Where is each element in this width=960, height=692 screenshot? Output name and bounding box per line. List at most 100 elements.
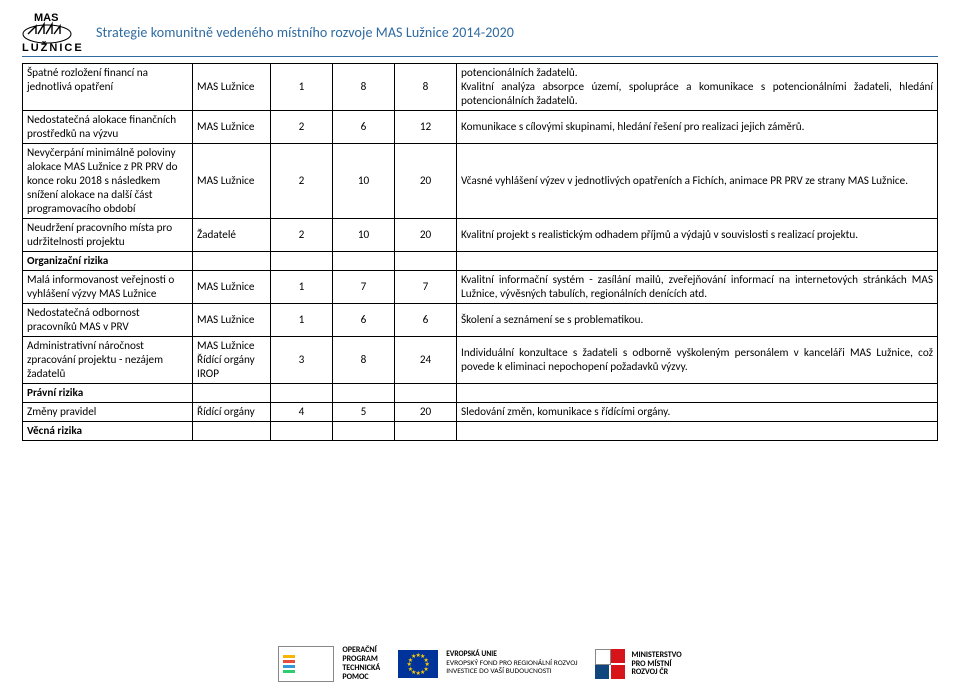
- table-row: Věcná rizika: [23, 422, 938, 441]
- empty-cell: [193, 252, 271, 271]
- eu-block: ★★★★★★★★★★★★ EVROPSKÁ UNIE EVROPSKÝ FOND…: [398, 650, 577, 678]
- owner-cell: MAS Lužnice: [193, 304, 271, 337]
- num-cell: 20: [395, 144, 457, 219]
- empty-cell: [457, 422, 938, 441]
- num-cell: 20: [395, 219, 457, 252]
- empty-cell: [395, 384, 457, 403]
- owner-cell: Řídící orgány: [193, 403, 271, 422]
- page: MAS LUŽNICE Strategie komunitně vedeného…: [0, 0, 960, 692]
- num-cell: 2: [271, 219, 333, 252]
- page-footer: OPERAČNÍ PROGRAM TECHNICKÁ POMOC ★★★★★★★…: [0, 646, 960, 682]
- note-cell: Komunikace s cílovými skupinami, hledání…: [457, 111, 938, 144]
- empty-cell: [271, 422, 333, 441]
- document-title: Strategie komunitně vedeného místního ro…: [96, 24, 514, 41]
- table-row: Administrativní náročnost zpracování pro…: [23, 337, 938, 384]
- eu-line: INVESTICE DO VAŠÍ BUDOUCNOSTI: [446, 668, 577, 677]
- owner-cell: MAS Lužnice: [193, 64, 271, 111]
- num-cell: 20: [395, 403, 457, 422]
- op-logo: [278, 646, 334, 682]
- svg-text:MAS: MAS: [34, 12, 58, 24]
- empty-cell: [333, 252, 395, 271]
- empty-cell: [193, 422, 271, 441]
- num-cell: 1: [271, 64, 333, 111]
- table-row: Malá informovanost veřejnosti o vyhlášen…: [23, 271, 938, 304]
- num-cell: 7: [395, 271, 457, 304]
- owner-cell: MAS Lužnice: [193, 144, 271, 219]
- mmr-line: ROZVOJ ČR: [631, 668, 681, 677]
- desc-cell: Změny pravidel: [23, 403, 193, 422]
- num-cell: 8: [333, 337, 395, 384]
- empty-cell: [333, 422, 395, 441]
- table-row: Špatné rozložení financí na jednotlivá o…: [23, 64, 938, 111]
- op-text: OPERAČNÍ PROGRAM TECHNICKÁ POMOC: [342, 646, 380, 681]
- table-row: Nevyčerpání minimálně poloviny alokace M…: [23, 144, 938, 219]
- table-row: Nedostatečná odbornost pracovníků MAS v …: [23, 304, 938, 337]
- svg-text:LUŽNICE: LUŽNICE: [22, 41, 82, 54]
- empty-cell: [457, 252, 938, 271]
- owner-cell: MAS Lužnice: [193, 271, 271, 304]
- owner-cell: Žadatelé: [193, 219, 271, 252]
- num-cell: 6: [395, 304, 457, 337]
- desc-cell: Špatné rozložení financí na jednotlivá o…: [23, 64, 193, 111]
- num-cell: 6: [333, 111, 395, 144]
- table-row: Neudržení pracovního místa pro udržiteln…: [23, 219, 938, 252]
- document-header: MAS LUŽNICE Strategie komunitně vedeného…: [22, 10, 938, 57]
- num-cell: 10: [333, 219, 395, 252]
- eu-flag-icon: ★★★★★★★★★★★★: [398, 650, 438, 678]
- eu-star-icon: ★: [411, 652, 416, 660]
- num-cell: 4: [271, 403, 333, 422]
- note-cell: Školení a seznámení se s problematikou.: [457, 304, 938, 337]
- empty-cell: [395, 252, 457, 271]
- desc-cell: Nedostatečná alokace finančních prostřed…: [23, 111, 193, 144]
- op-stripe: [283, 670, 295, 673]
- table-row: Organizační rizika: [23, 252, 938, 271]
- note-cell: potencionálních žadatelů. Kvalitní analý…: [457, 64, 938, 111]
- section-cell: Organizační rizika: [23, 252, 193, 271]
- empty-cell: [333, 384, 395, 403]
- num-cell: 8: [333, 64, 395, 111]
- table-row: Nedostatečná alokace finančních prostřed…: [23, 111, 938, 144]
- note-cell: Individuální konzultace s žadateli s odb…: [457, 337, 938, 384]
- mmr-q: [611, 665, 625, 679]
- empty-cell: [271, 384, 333, 403]
- table-row: Právní rizika: [23, 384, 938, 403]
- mmr-q: [595, 649, 611, 665]
- num-cell: 6: [333, 304, 395, 337]
- mmr-q: [595, 665, 609, 679]
- risk-table: Špatné rozložení financí na jednotlivá o…: [22, 63, 938, 441]
- desc-cell: Nedostatečná odbornost pracovníků MAS v …: [23, 304, 193, 337]
- risk-table-body: Špatné rozložení financí na jednotlivá o…: [23, 64, 938, 441]
- num-cell: 5: [333, 403, 395, 422]
- owner-cell: MAS Lužnice: [193, 111, 271, 144]
- op-stripe: [283, 660, 295, 663]
- mmr-logo-icon: [595, 649, 625, 679]
- op-logo-block: OPERAČNÍ PROGRAM TECHNICKÁ POMOC: [278, 646, 380, 682]
- note-cell: Kvalitní informační systém - zasílání ma…: [457, 271, 938, 304]
- table-row: Změny pravidelŘídící orgány4520Sledování…: [23, 403, 938, 422]
- empty-cell: [395, 422, 457, 441]
- desc-cell: Malá informovanost veřejnosti o vyhlášen…: [23, 271, 193, 304]
- desc-cell: Administrativní náročnost zpracování pro…: [23, 337, 193, 384]
- mmr-q: [611, 649, 625, 663]
- num-cell: 8: [395, 64, 457, 111]
- section-cell: Právní rizika: [23, 384, 193, 403]
- owner-cell: MAS Lužnice Řídící orgány IROP: [193, 337, 271, 384]
- num-cell: 7: [333, 271, 395, 304]
- num-cell: 12: [395, 111, 457, 144]
- num-cell: 2: [271, 144, 333, 219]
- empty-cell: [193, 384, 271, 403]
- op-stripe: [283, 665, 295, 668]
- note-cell: Včasné vyhlášení výzev v jednotlivých op…: [457, 144, 938, 219]
- eu-text: EVROPSKÁ UNIE EVROPSKÝ FOND PRO REGIONÁL…: [446, 651, 577, 677]
- section-cell: Věcná rizika: [23, 422, 193, 441]
- mas-luznice-logo: MAS LUŽNICE: [22, 10, 82, 54]
- desc-cell: Neudržení pracovního místa pro udržiteln…: [23, 219, 193, 252]
- num-cell: 10: [333, 144, 395, 219]
- num-cell: 3: [271, 337, 333, 384]
- num-cell: 2: [271, 111, 333, 144]
- mmr-text: MINISTERSTVO PRO MÍSTNÍ ROZVOJ ČR: [631, 651, 681, 677]
- op-stripe: [283, 655, 295, 658]
- mmr-block: MINISTERSTVO PRO MÍSTNÍ ROZVOJ ČR: [595, 649, 681, 679]
- empty-cell: [271, 252, 333, 271]
- op-line: POMOC: [342, 673, 380, 682]
